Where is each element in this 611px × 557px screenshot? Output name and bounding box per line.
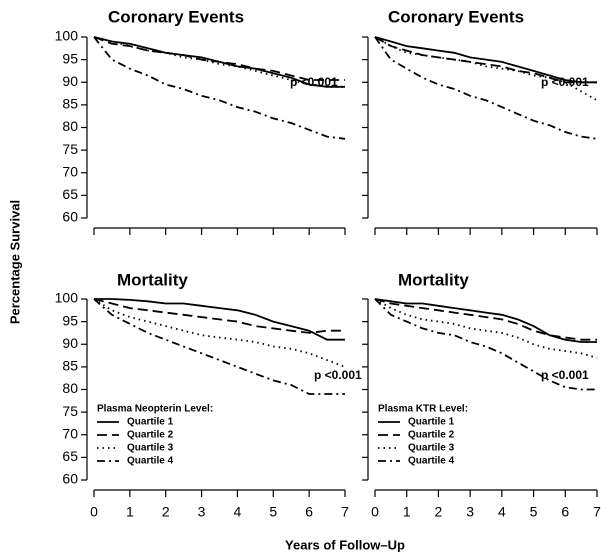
y-tick-label: 100	[55, 28, 79, 44]
x-tick-label: 6	[561, 504, 569, 520]
panel-title: Coronary Events	[388, 7, 524, 26]
p-value: p <0.001	[290, 75, 338, 89]
legend-label: Quartile 1	[408, 417, 455, 428]
y-tick-label: 70	[62, 163, 78, 179]
legend-label: Quartile 1	[127, 417, 174, 428]
y-tick-label: 90	[62, 335, 78, 351]
x-axis-title: Years of Follow–Up	[285, 537, 405, 552]
x-tick-label: 5	[269, 504, 277, 520]
y-tick-label: 75	[62, 403, 78, 419]
y-tick-label: 100	[55, 290, 79, 306]
x-tick-label: 3	[198, 504, 206, 520]
survival-line	[374, 298, 597, 341]
survival-line	[374, 36, 598, 102]
y-tick-label: 85	[62, 358, 78, 374]
y-tick-label: 65	[62, 186, 78, 202]
survival-line	[93, 36, 346, 140]
x-tick-label: 2	[435, 504, 443, 520]
y-tick-label: 95	[62, 312, 78, 328]
p-value: p <0.001	[541, 75, 589, 89]
legend-title: Plasma KTR Level:	[378, 404, 468, 415]
y-tick-label: 60	[62, 471, 78, 487]
legend-label: Quartile 3	[408, 443, 455, 454]
x-tick-label: 0	[371, 504, 379, 520]
panel-title: Coronary Events	[108, 7, 244, 26]
x-tick-label: 1	[403, 504, 411, 520]
survival-line	[93, 298, 345, 395]
p-value: p <0.001	[541, 368, 589, 382]
x-tick-label: 7	[341, 504, 349, 520]
legend-label: Quartile 2	[127, 430, 174, 441]
x-tick-label: 5	[530, 504, 538, 520]
legend-label: Quartile 3	[127, 443, 174, 454]
x-tick-label: 3	[466, 504, 474, 520]
y-tick-label: 75	[62, 141, 78, 157]
x-tick-label: 4	[498, 504, 506, 520]
survival-line	[94, 298, 345, 341]
y-tick-label: 95	[62, 50, 78, 66]
y-tick-label: 70	[62, 425, 78, 441]
survival-line	[93, 36, 345, 81]
y-tick-label: 80	[62, 118, 78, 134]
x-tick-label: 4	[234, 504, 242, 520]
panel-title: Mortality	[398, 270, 469, 289]
survival-line	[374, 298, 597, 343]
panel-title: Mortality	[117, 270, 188, 289]
survival-line	[374, 36, 597, 84]
x-tick-label: 6	[305, 504, 313, 520]
survival-line	[374, 298, 598, 359]
legend-label: Quartile 4	[127, 456, 174, 467]
y-tick-label: 80	[62, 380, 78, 396]
legend-label: Quartile 4	[408, 456, 455, 467]
y-tick-label: 90	[62, 73, 78, 89]
survival-line	[374, 36, 598, 140]
x-tick-label: 0	[90, 504, 98, 520]
survival-line	[93, 298, 346, 368]
x-tick-label: 1	[126, 504, 134, 520]
x-tick-label: 7	[593, 504, 601, 520]
y-axis-title: Percentage Survival	[7, 200, 22, 324]
survival-line	[93, 298, 345, 334]
y-tick-label: 85	[62, 96, 78, 112]
p-value: p <0.001	[314, 368, 362, 382]
legend-label: Quartile 2	[408, 430, 455, 441]
y-tick-label: 65	[62, 448, 78, 464]
x-tick-label: 2	[162, 504, 170, 520]
y-tick-label: 60	[62, 209, 78, 225]
legend-title: Plasma Neopterin Level:	[97, 404, 213, 415]
